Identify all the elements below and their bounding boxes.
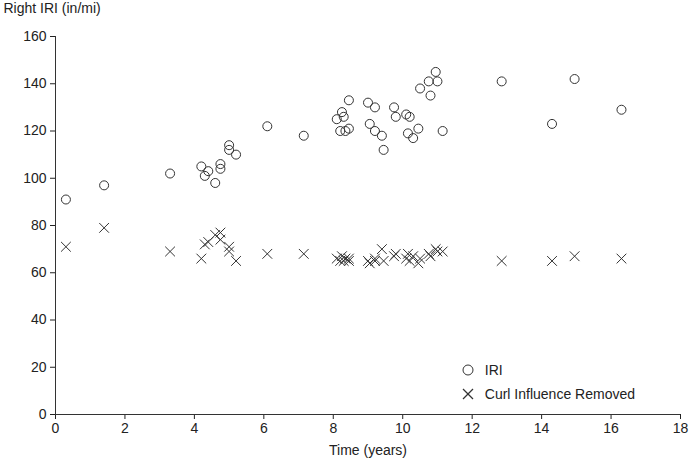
svg-text:6: 6 — [260, 420, 268, 436]
svg-text:18: 18 — [673, 420, 689, 436]
html-text:IRI: IRI — [484, 362, 503, 378]
svg-text:140: 140 — [23, 75, 47, 91]
svg-text:10: 10 — [395, 420, 411, 436]
svg-text:2: 2 — [121, 420, 129, 436]
svg-text:0: 0 — [39, 406, 47, 422]
svg-text:100: 100 — [23, 170, 47, 186]
html-text:Curl Influence Removed: Curl Influence Removed — [484, 386, 635, 402]
svg-text:Right IRI (in/mi): Right IRI (in/mi) — [4, 0, 101, 16]
svg-text:Time (years): Time (years) — [329, 442, 407, 458]
svg-text:4: 4 — [190, 420, 198, 436]
svg-text:80: 80 — [31, 217, 47, 233]
svg-text:14: 14 — [534, 420, 550, 436]
svg-text:40: 40 — [31, 311, 47, 327]
svg-text:16: 16 — [603, 420, 619, 436]
svg-text:60: 60 — [31, 264, 47, 280]
svg-text:12: 12 — [464, 420, 480, 436]
svg-text:8: 8 — [329, 420, 337, 436]
svg-text:20: 20 — [31, 359, 47, 375]
svg-text:120: 120 — [23, 122, 47, 138]
svg-text:160: 160 — [23, 28, 47, 44]
svg-text:0: 0 — [52, 420, 60, 436]
